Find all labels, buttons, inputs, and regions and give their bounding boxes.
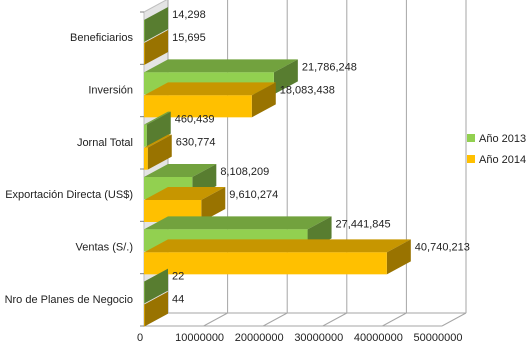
gridline-floor	[382, 312, 407, 327]
data-label: 22	[172, 271, 184, 283]
bar-side-face	[386, 239, 411, 275]
data-label: 630,774	[176, 137, 216, 149]
category-label: Exportación Directa (US$)	[5, 189, 133, 201]
data-label: 18,083,438	[280, 84, 335, 96]
bar-front-face	[144, 147, 148, 170]
bar-side-face	[144, 268, 169, 304]
legend: Año 2013 Año 2014	[467, 133, 526, 166]
bar-front-face	[144, 43, 145, 65]
bar-front-face	[144, 20, 145, 42]
bar-front-face	[144, 124, 147, 147]
x-tick-label: 40000000	[354, 332, 403, 344]
gridline-floor	[203, 312, 228, 327]
data-label: 8,108,209	[220, 166, 269, 178]
x-tick-label: 50000000	[414, 332, 463, 344]
bar-2014: 18,083,438	[144, 82, 335, 118]
bar-top-face	[144, 268, 169, 282]
bar-2014: 9,610,274	[144, 187, 278, 222]
bar-side-face	[144, 7, 169, 42]
gridline-floor	[441, 312, 467, 327]
bar-side-face	[146, 111, 171, 147]
data-label: 9,610,274	[229, 189, 278, 201]
bars: 14,298 15,695 21,786,248 18,083,438 460,439 6…	[144, 7, 470, 327]
bar-2014: 630,774	[144, 134, 216, 170]
bar-top-face	[144, 59, 298, 73]
legend-swatch	[467, 155, 475, 163]
x-tick-label: 30000000	[294, 332, 343, 344]
bar-top-face	[144, 291, 169, 305]
bar-top-face	[144, 82, 276, 96]
bar-top-face	[144, 239, 411, 253]
bar-2013: 14,298	[144, 7, 206, 42]
category-label: Inversión	[88, 85, 133, 97]
data-label: 14,298	[172, 9, 206, 21]
bar-2013: 22	[144, 268, 184, 304]
bar-side-face	[201, 187, 226, 222]
bar-side-face	[147, 134, 172, 170]
bar-top-face	[144, 30, 169, 43]
data-label: 27,441,845	[336, 218, 391, 230]
data-label: 40,740,213	[415, 241, 470, 253]
bar-top-face	[144, 164, 217, 177]
x-tick-label: 10000000	[175, 332, 224, 344]
category-label: Beneficiarios	[70, 32, 133, 44]
bar-front-face	[144, 281, 145, 304]
data-label: 44	[172, 294, 184, 306]
gridline-floor	[262, 312, 288, 327]
bar-top-face	[144, 134, 172, 148]
data-label: 15,695	[172, 32, 206, 44]
category-label: Nro de Planes de Negocio	[5, 294, 133, 306]
bar-top-face	[144, 187, 226, 200]
legend-swatch	[467, 134, 475, 142]
bar-2014: 40,740,213	[144, 239, 470, 275]
category-label: Ventas (S/.)	[76, 242, 133, 254]
bar-front-face	[144, 252, 387, 275]
legend-label: Año 2013	[479, 133, 526, 145]
bar-side-face	[273, 59, 298, 95]
data-label: 21,786,248	[302, 61, 357, 73]
bar-2014: 15,695	[144, 30, 206, 65]
bar-side-face	[251, 82, 276, 118]
bar-2014: 44	[144, 291, 184, 327]
bar-side-face	[144, 30, 169, 65]
data-label: 460,439	[175, 114, 215, 126]
bar-side-face	[144, 291, 169, 327]
bar-top-face	[144, 216, 332, 230]
category-label: Jornal Total	[77, 137, 133, 149]
gridline-floor	[322, 312, 348, 327]
bar-2013: 460,439	[144, 111, 215, 147]
legend-label: Año 2014	[479, 154, 526, 166]
bar-top-face	[144, 7, 169, 20]
bar-front-face	[144, 95, 252, 118]
bar-front-face	[144, 304, 145, 327]
x-tick-label: 0	[137, 332, 143, 344]
x-tick-label: 20000000	[235, 332, 284, 344]
bar-top-face	[144, 111, 171, 125]
